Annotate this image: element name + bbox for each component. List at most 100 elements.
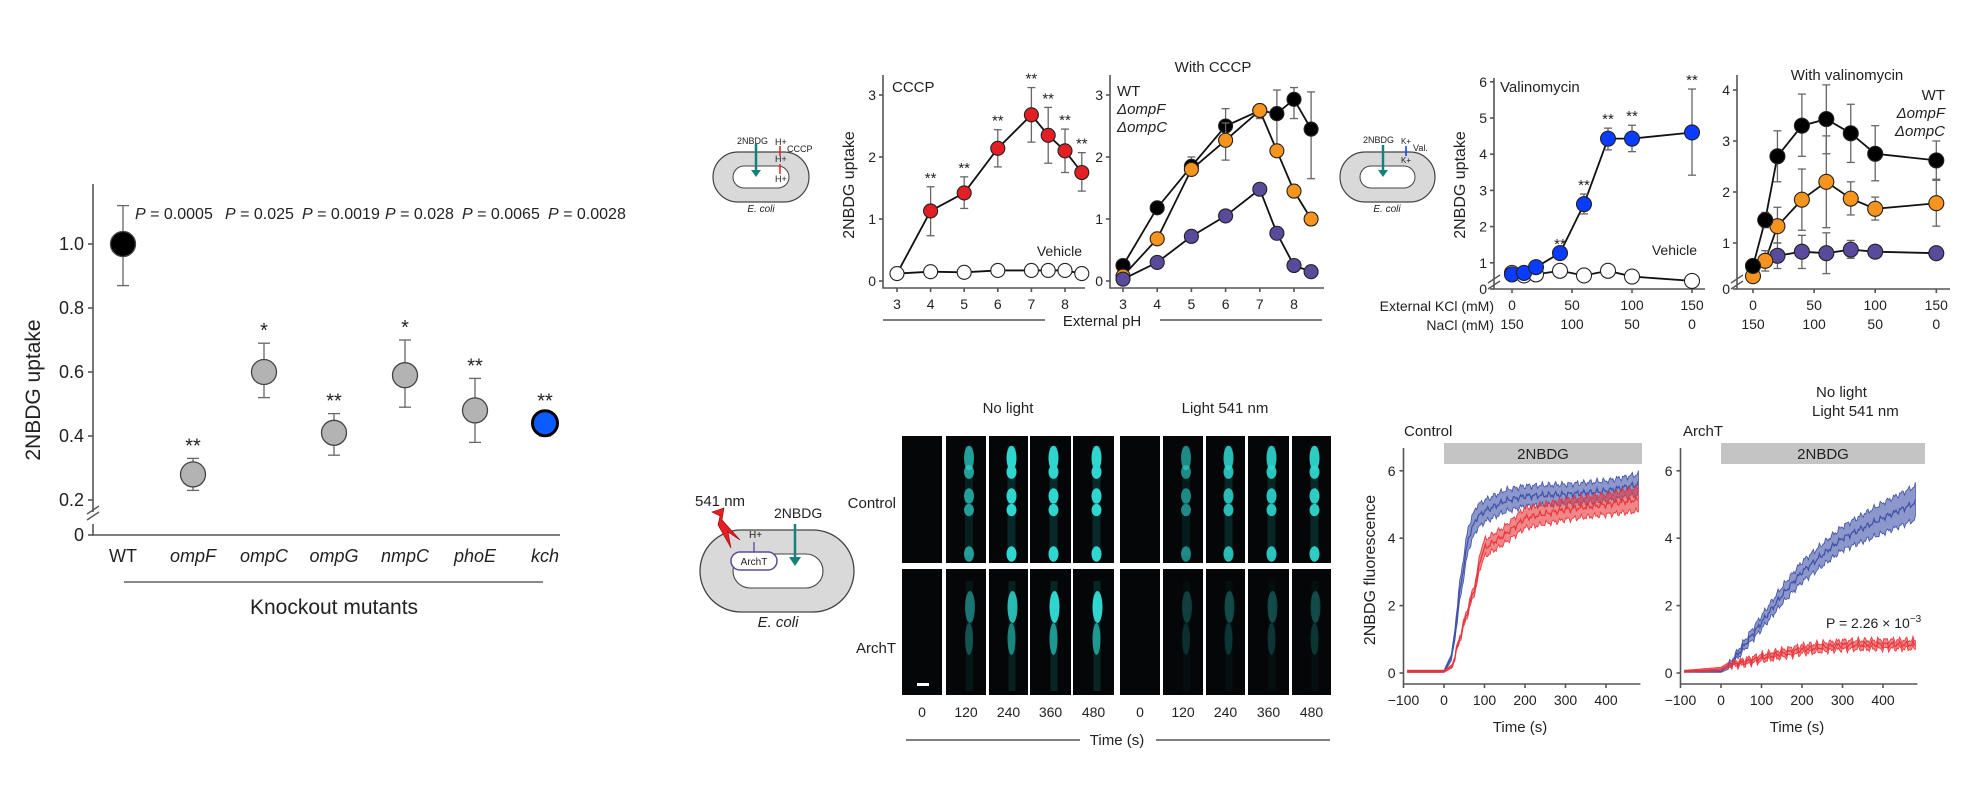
cell-inner-space bbox=[732, 165, 790, 189]
micrograph-panel bbox=[1248, 436, 1289, 563]
axis-break-icon bbox=[86, 505, 100, 515]
valinomycin-strains-title: With valinomycin bbox=[1791, 67, 1904, 84]
data-point bbox=[1040, 127, 1056, 143]
series-line bbox=[1752, 118, 1937, 267]
diagram-ion-top: K+ bbox=[1401, 137, 1411, 146]
condition-header-no-light: No light bbox=[983, 400, 1035, 417]
y-tick-label: 2 bbox=[1665, 598, 1673, 614]
time-label: 360 bbox=[1257, 704, 1281, 720]
significance-label: ** bbox=[992, 113, 1004, 130]
diagram-drug: CCCP bbox=[787, 144, 813, 154]
cccp-ylabel: 2NBDG uptake bbox=[841, 131, 858, 239]
p-value-text: P = 2.26 × 10 bbox=[1826, 615, 1910, 631]
x-tick-label: 100 bbox=[1473, 692, 1497, 708]
micrograph-panel bbox=[1030, 569, 1071, 695]
condition-header-light: Light 541 nm bbox=[1182, 400, 1269, 417]
time-label: 480 bbox=[1082, 704, 1106, 720]
time-label: 240 bbox=[1214, 704, 1238, 720]
data-point bbox=[1252, 181, 1268, 197]
fluorescent-cell bbox=[1048, 546, 1059, 562]
micrograph-background bbox=[1120, 436, 1160, 563]
significance-label: ** bbox=[185, 435, 201, 457]
2nbdg-bar-label: 2NBDG bbox=[1517, 446, 1569, 463]
data-point bbox=[889, 266, 905, 282]
y-tick-label: 0 bbox=[1095, 273, 1103, 289]
micrograph-background bbox=[1120, 569, 1160, 695]
data-point-ompC bbox=[250, 358, 278, 386]
y-tick-label: 0.4 bbox=[59, 426, 84, 446]
time-label: 360 bbox=[1039, 704, 1063, 720]
data-point bbox=[1551, 262, 1569, 279]
fluorescent-cell bbox=[1223, 546, 1234, 562]
fluorescent-cell bbox=[1267, 623, 1276, 655]
series-CCCP: ************** bbox=[896, 71, 1090, 274]
mean-trace-Light 541 nm bbox=[1684, 638, 1916, 672]
micrograph-panel bbox=[1120, 569, 1160, 695]
y-tick-label: 1 bbox=[1479, 255, 1487, 271]
data-point bbox=[1599, 262, 1617, 279]
micrograph-panel bbox=[902, 569, 942, 695]
y-tick-label: 0.8 bbox=[59, 298, 84, 318]
micrograph-panel bbox=[1292, 569, 1331, 695]
micrograph-panel bbox=[1292, 436, 1331, 563]
x-tick-label: −100 bbox=[1388, 692, 1420, 708]
fluorescent-cell bbox=[1006, 445, 1017, 471]
significance-label: ** bbox=[1076, 136, 1088, 153]
diagram-ion: H+ bbox=[749, 530, 762, 541]
y-tick-label: 1 bbox=[1722, 235, 1730, 251]
cell-chain-glow bbox=[1183, 581, 1190, 691]
x-tick-label: 7 bbox=[1256, 296, 1264, 312]
fluorescent-cell bbox=[1092, 623, 1101, 655]
y-tick-label: 3 bbox=[1722, 133, 1730, 149]
time-label: 120 bbox=[954, 704, 978, 720]
fluorescent-cell bbox=[1006, 503, 1017, 517]
y-tick-label: 4 bbox=[1722, 82, 1730, 98]
micrograph-background bbox=[1163, 569, 1203, 695]
cell-inner-space bbox=[1359, 165, 1416, 189]
y-tick-label: 1.0 bbox=[59, 234, 84, 254]
fluorescent-cell bbox=[1309, 503, 1320, 517]
ph-xlabel: External pH bbox=[1063, 313, 1141, 330]
row-label-control: Control bbox=[848, 495, 896, 512]
fluorescent-cell bbox=[964, 465, 974, 479]
p-value: = 0.0065 bbox=[473, 206, 540, 223]
legend-ompf: ΔompF bbox=[1896, 105, 1946, 122]
fluorescent-cell bbox=[1266, 465, 1277, 479]
p-value: = 0.0019 bbox=[313, 206, 380, 223]
x-tick-label: 200 bbox=[1513, 692, 1537, 708]
x-tick-label: 300 bbox=[1831, 692, 1855, 708]
data-point bbox=[1023, 107, 1039, 123]
fluorescent-cell bbox=[1091, 465, 1102, 479]
trace-ylabel: 2NBDG fluorescence bbox=[1362, 495, 1379, 645]
y-tick-label: 0 bbox=[1665, 665, 1673, 681]
significance-label: * bbox=[401, 317, 409, 339]
micrograph-panel bbox=[1206, 569, 1245, 695]
valinomycin-ylabel: 2NBDG uptake bbox=[1452, 131, 1469, 239]
fluorescent-cell bbox=[1048, 488, 1059, 504]
data-point bbox=[1551, 244, 1569, 262]
data-point bbox=[1818, 245, 1835, 262]
fluorescent-cell bbox=[1266, 503, 1277, 517]
fluorescent-cell bbox=[1091, 488, 1102, 504]
micrograph-panel bbox=[989, 436, 1028, 563]
x-tick-label: 3 bbox=[1119, 296, 1127, 312]
significance-label: ** bbox=[1578, 177, 1590, 194]
series-ΔompC bbox=[1769, 232, 1945, 275]
data-point bbox=[1928, 195, 1945, 212]
data-point bbox=[1074, 266, 1090, 282]
archt-trace-label: ArchT bbox=[1683, 423, 1723, 440]
x-tick-label: 6 bbox=[1222, 296, 1230, 312]
p-symbol: P bbox=[385, 206, 396, 223]
fluorescent-cell bbox=[1266, 445, 1277, 471]
fluorescent-cell bbox=[1223, 445, 1234, 471]
fluorescent-cell bbox=[1181, 465, 1191, 479]
data-point bbox=[1057, 143, 1073, 159]
data-point bbox=[1115, 271, 1131, 287]
cccp-axes bbox=[882, 75, 1085, 289]
micrograph-panel bbox=[989, 569, 1028, 695]
p-value: = 0.0028 bbox=[559, 206, 626, 223]
series-ΔompC bbox=[1115, 181, 1319, 287]
control-trace-label: Control bbox=[1404, 423, 1452, 440]
x-tick-label: 100 bbox=[1750, 692, 1774, 708]
micrograph-panel bbox=[946, 569, 986, 695]
